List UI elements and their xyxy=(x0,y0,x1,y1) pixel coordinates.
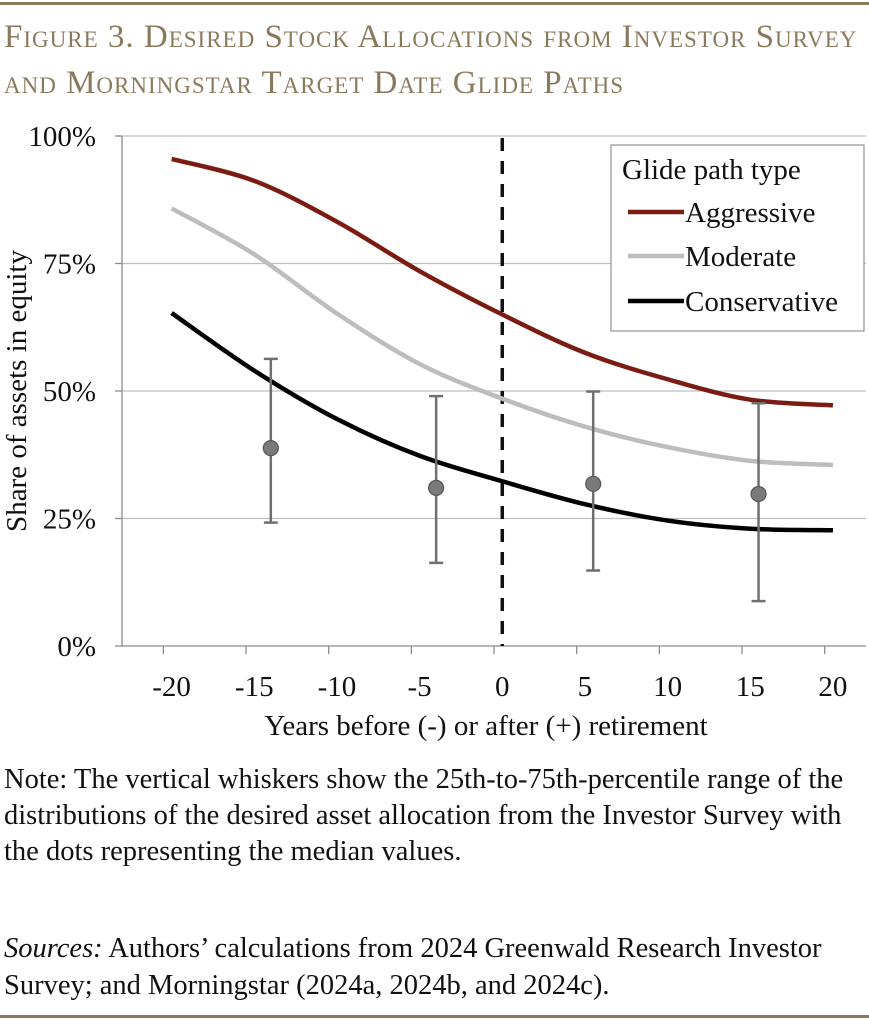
x-tick-label: 10 xyxy=(653,671,682,703)
bottom-rule xyxy=(0,1015,869,1018)
legend-label-moderate: Moderate xyxy=(685,241,796,273)
legend-title: Glide path type xyxy=(622,154,801,186)
survey-median-dot xyxy=(428,479,445,496)
x-tick-label: -10 xyxy=(318,671,357,703)
series-line-conservative xyxy=(170,311,833,533)
top-rule xyxy=(0,2,869,5)
x-tick-label: -5 xyxy=(408,671,432,703)
figure-note: Note: The vertical whiskers show the 25t… xyxy=(4,764,844,867)
y-tick-label: 50% xyxy=(43,376,96,408)
line-chart: 0% 25% 50% 75% 100% -20 -15 -10 -5 0 5 10 15 20 Years … xyxy=(1,121,866,742)
figure-title: Figure 3. Desired Stock Allocations from… xyxy=(4,19,858,101)
x-tick-label: -15 xyxy=(235,671,274,703)
series-line-moderate xyxy=(170,206,834,468)
y-tick-label: 75% xyxy=(43,249,96,281)
x-tick-label: 5 xyxy=(578,671,593,703)
legend-label-conservative: Conservative xyxy=(685,286,838,318)
x-tick-label: 0 xyxy=(495,671,510,703)
survey-median-dot xyxy=(750,485,767,503)
sources-text: Authors’ calculations from 2024 Greenwal… xyxy=(4,933,822,1001)
y-tick-label: 100% xyxy=(28,121,96,153)
y-axis-title: Share of assets in equity xyxy=(1,250,33,532)
x-tick-label: 20 xyxy=(818,671,847,703)
figure-sources: Sources: Authors’ calculations from 2024… xyxy=(4,930,866,1004)
x-axis-title: Years before (-) or after (+) retirement xyxy=(264,710,707,742)
y-tick-label: 25% xyxy=(43,504,96,536)
sources-label: Sources: xyxy=(4,933,103,964)
y-tick-label: 0% xyxy=(57,631,96,663)
x-tick-label: 15 xyxy=(736,671,765,703)
legend-label-aggressive: Aggressive xyxy=(685,197,815,229)
series-line-aggressive xyxy=(171,156,834,408)
survey-median-dot xyxy=(585,475,602,492)
survey-median-dot xyxy=(262,440,279,457)
x-tick-label: -20 xyxy=(152,671,191,703)
